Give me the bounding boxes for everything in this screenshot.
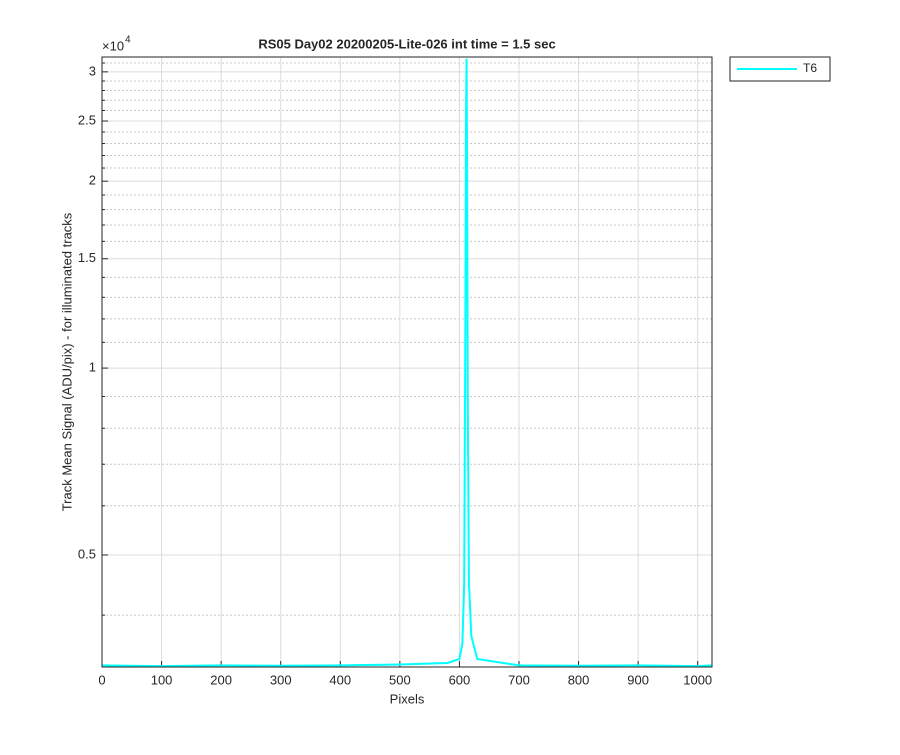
y-tick-label: 2 [89, 173, 96, 188]
x-tick-label: 0 [98, 672, 105, 687]
data-line [101, 58, 712, 668]
chart-title: RS05 Day02 20200205-Lite-026 int time = … [258, 36, 555, 51]
y-tick-label: 1.5 [78, 250, 96, 265]
x-tick-label: 400 [329, 672, 351, 687]
y-tick-label: 1 [89, 360, 96, 375]
y-axis-label: Track Mean Signal (ADU/pix) - for illumi… [59, 212, 74, 511]
y-tick-label: 2.5 [78, 112, 96, 127]
axes-box [101, 56, 713, 668]
x-axis-label: Pixels [390, 691, 425, 706]
x-tick-label: 100 [151, 672, 173, 687]
legend: T6 [729, 56, 831, 82]
plot-area [102, 57, 712, 667]
x-tick-label: 600 [449, 672, 471, 687]
x-tick-label: 200 [210, 672, 232, 687]
x-tick-label: 900 [627, 672, 649, 687]
y-multiplier: ×10 [102, 38, 124, 53]
x-tick-label: 500 [389, 672, 411, 687]
legend-label: T6 [803, 61, 817, 75]
x-tick-label: 1000 [683, 672, 712, 687]
x-tick-label: 700 [508, 672, 530, 687]
y-tick-label: 3 [89, 63, 96, 78]
y-multiplier-exponent: 4 [125, 35, 131, 46]
y-tick-label: 0.5 [78, 546, 96, 561]
x-tick-label: 300 [270, 672, 292, 687]
x-tick-label: 800 [568, 672, 590, 687]
